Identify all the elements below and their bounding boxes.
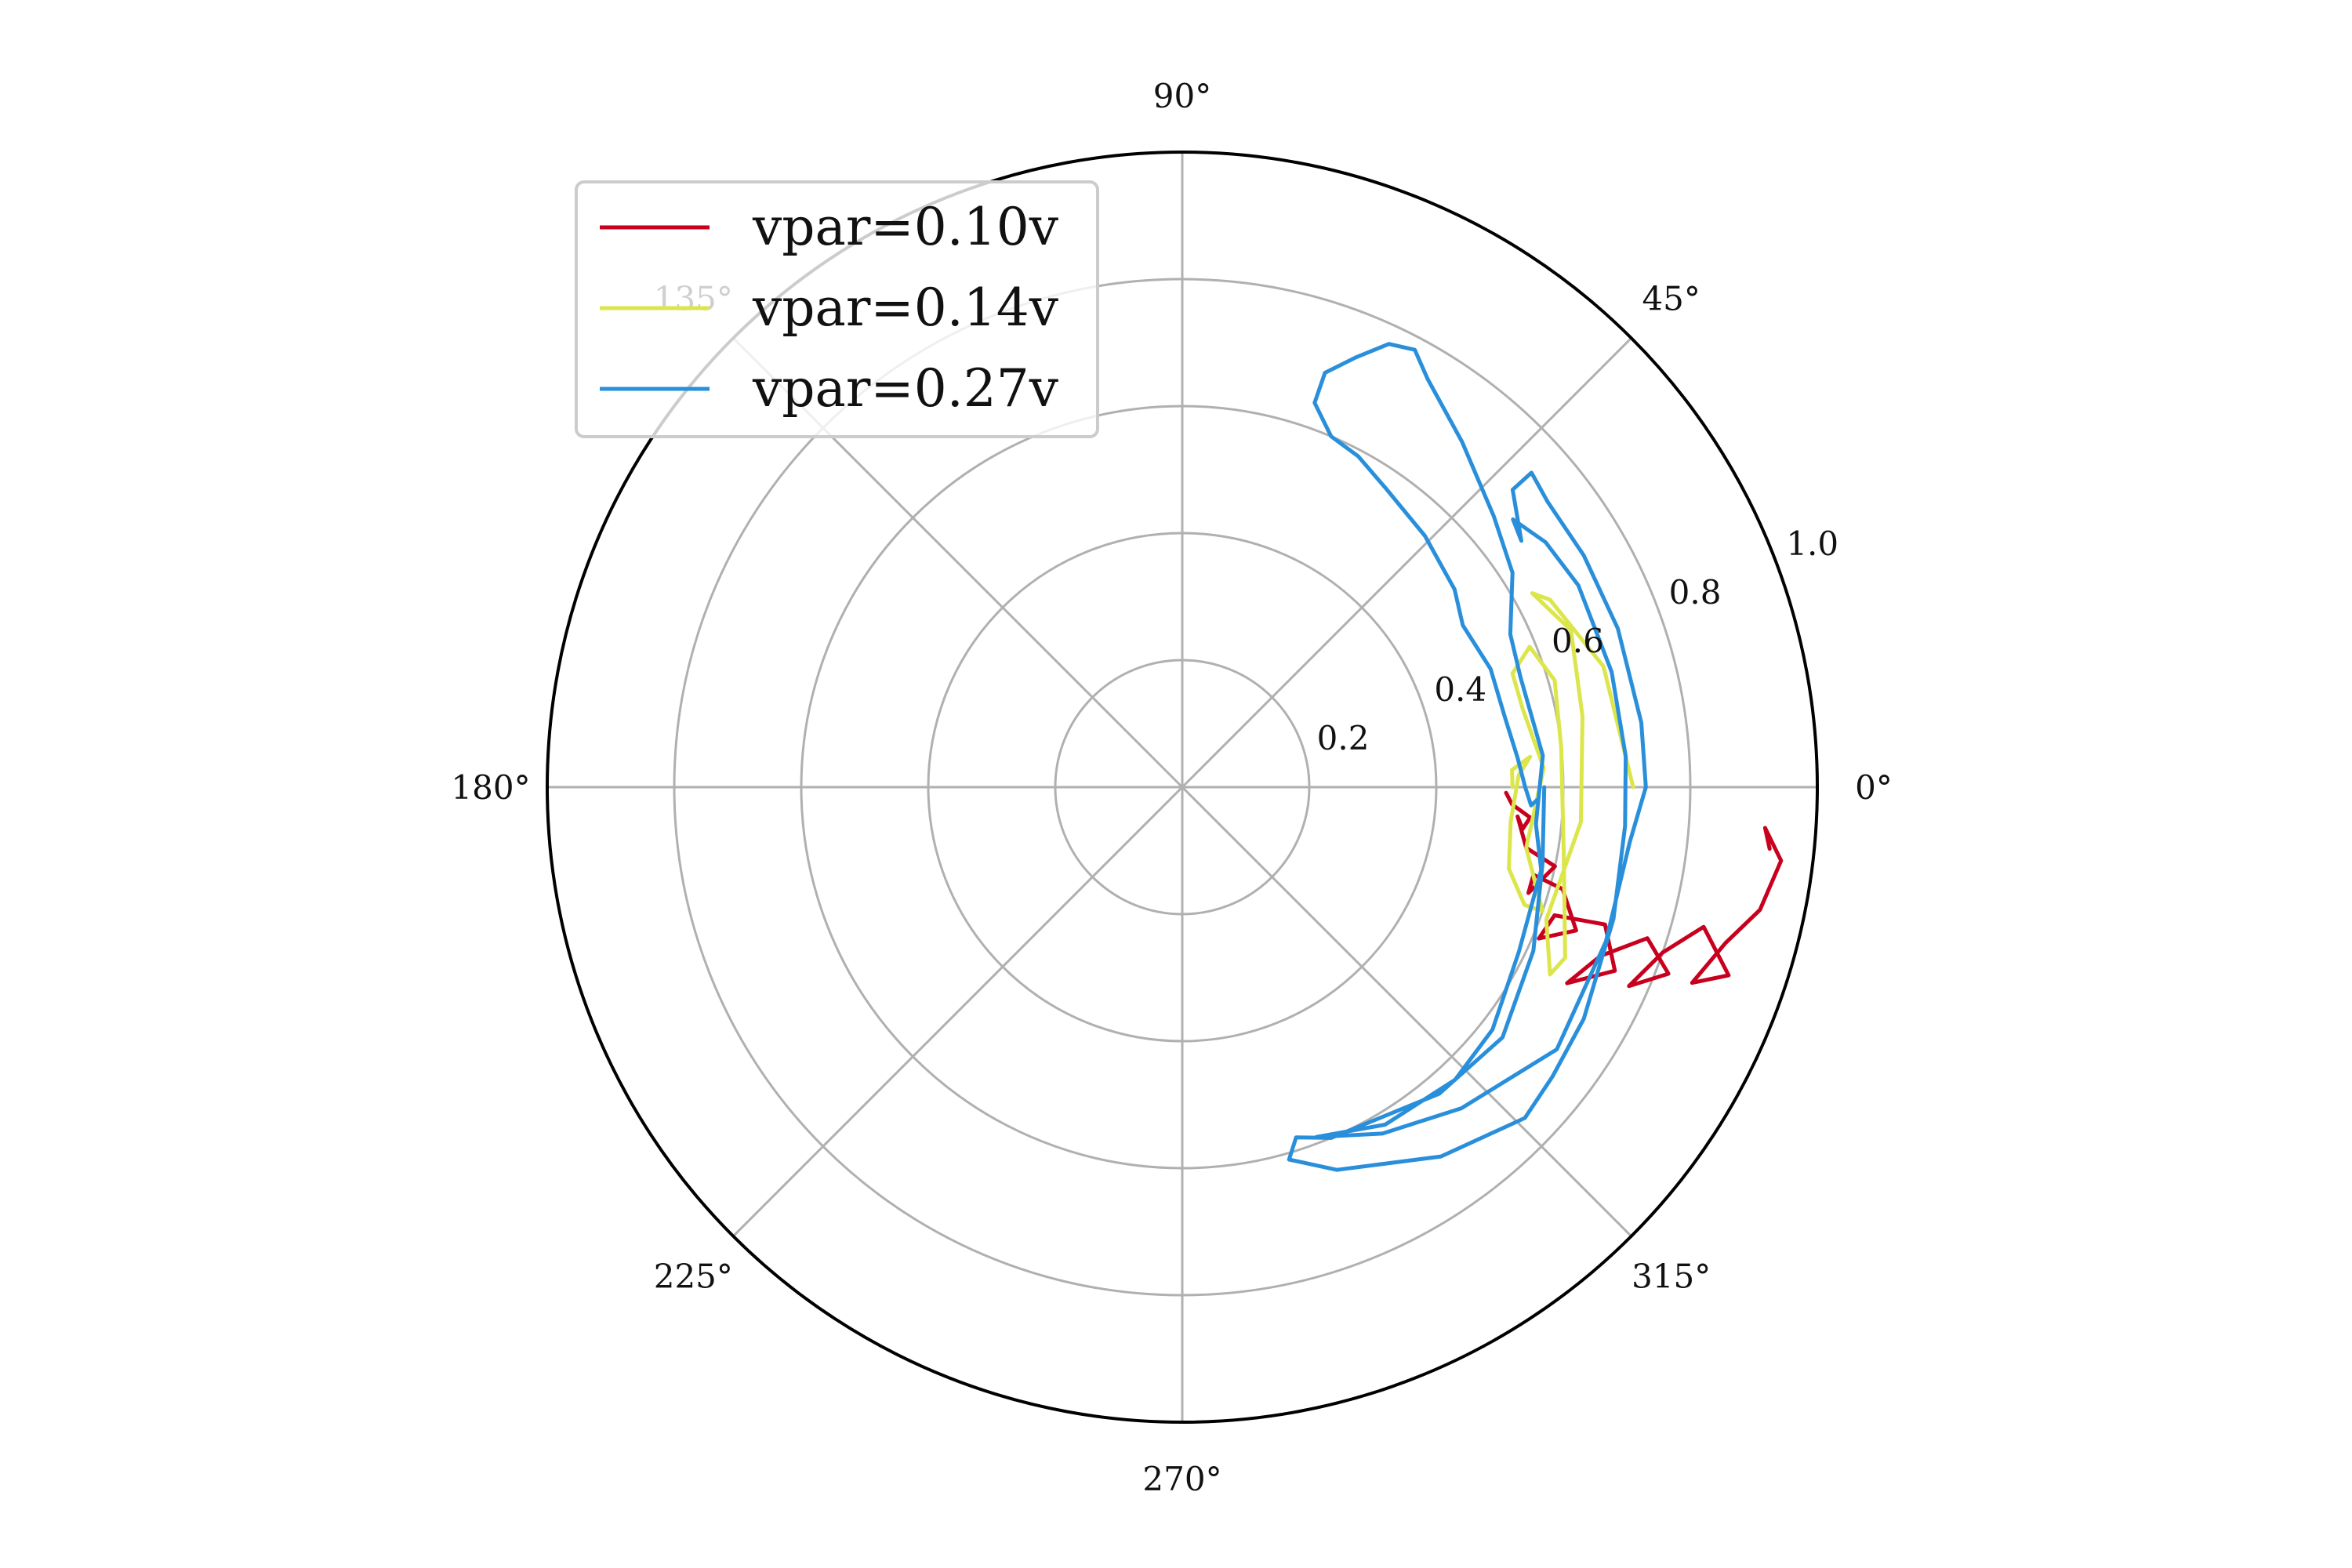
r-tick-label: 0.6: [1552, 622, 1604, 660]
theta-tick-label: 45°: [1642, 279, 1700, 318]
r-tick-label: 0.4: [1434, 670, 1486, 709]
radial-gridline: [1181, 337, 1632, 789]
theta-tick-label: 315°: [1632, 1258, 1711, 1296]
legend-label: vpar=0.10v: [752, 197, 1059, 257]
series-line: [1507, 591, 1635, 977]
ring-gridline: [1054, 659, 1311, 916]
theta-tick-label: 225°: [654, 1258, 733, 1296]
theta-tick-label: 270°: [1142, 1460, 1221, 1498]
tick-labels: 0.20.40.60.81.00°45°90°135°180°225°270°3…: [451, 77, 1892, 1498]
theta-tick-label: 90°: [1153, 77, 1211, 115]
r-tick-label: 0.8: [1669, 573, 1722, 612]
series-line: [1287, 342, 1648, 1172]
legend: vpar=0.10v vpar=0.14v vpar=0.27v: [575, 180, 1099, 438]
r-tick-label: 0.2: [1317, 719, 1370, 757]
polar-frame: [546, 151, 1819, 1424]
theta-tick-label: 0°: [1855, 768, 1893, 807]
legend-label: vpar=0.14v: [752, 278, 1059, 338]
ring-gridline: [673, 278, 1692, 1297]
radial-gridline: [1181, 786, 1632, 1237]
theta-tick-label: 180°: [451, 768, 530, 807]
r-tick-label: 1.0: [1786, 524, 1838, 563]
series-line: [1504, 790, 1784, 989]
legend-box: [575, 180, 1099, 438]
radial-gridline: [732, 786, 1184, 1237]
series-layer: [1287, 342, 1784, 1172]
ring-gridline: [927, 532, 1438, 1043]
legend-label: vpar=0.27v: [752, 358, 1059, 419]
